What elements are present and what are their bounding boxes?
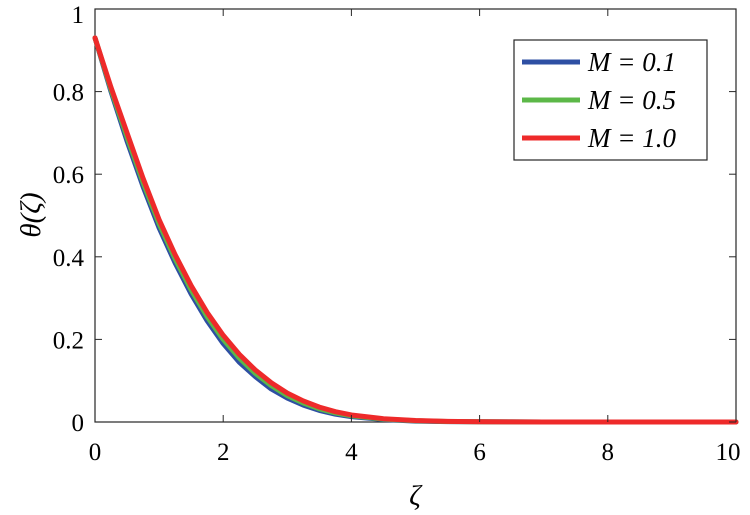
x-tick-label: 6 bbox=[473, 439, 486, 466]
x-axis-label: ζ bbox=[409, 480, 423, 512]
y-tick-label: 0.4 bbox=[53, 245, 85, 272]
y-tick-label: 1 bbox=[72, 2, 85, 29]
x-tick-label: 2 bbox=[217, 439, 230, 466]
y-tick-label: 0 bbox=[72, 410, 85, 437]
y-axis-label: θ(ζ) bbox=[15, 192, 47, 237]
legend: M = 0.1 M = 0.5 M = 1.0 bbox=[513, 39, 708, 161]
x-tick-label: 4 bbox=[345, 439, 358, 466]
series-layer bbox=[92, 35, 739, 425]
legend-label-m-0-1: M = 0.1 bbox=[587, 47, 676, 77]
series-line-m-1-0 bbox=[92, 35, 739, 425]
y-tick-label: 0.2 bbox=[53, 327, 84, 354]
y-tick-label: 0.8 bbox=[53, 80, 84, 107]
x-tick-label: 10 bbox=[716, 439, 741, 466]
legend-label-m-0-5: M = 0.5 bbox=[587, 85, 676, 115]
tick-layer: 0 2 4 6 8 10 0 0.2 0.4 0.6 0.8 1 bbox=[53, 2, 741, 466]
x-tick-label: 0 bbox=[89, 439, 102, 466]
x-tick-label: 8 bbox=[602, 439, 615, 466]
y-tick-label: 0.6 bbox=[53, 162, 84, 189]
legend-label-m-1-0: M = 1.0 bbox=[587, 123, 676, 153]
